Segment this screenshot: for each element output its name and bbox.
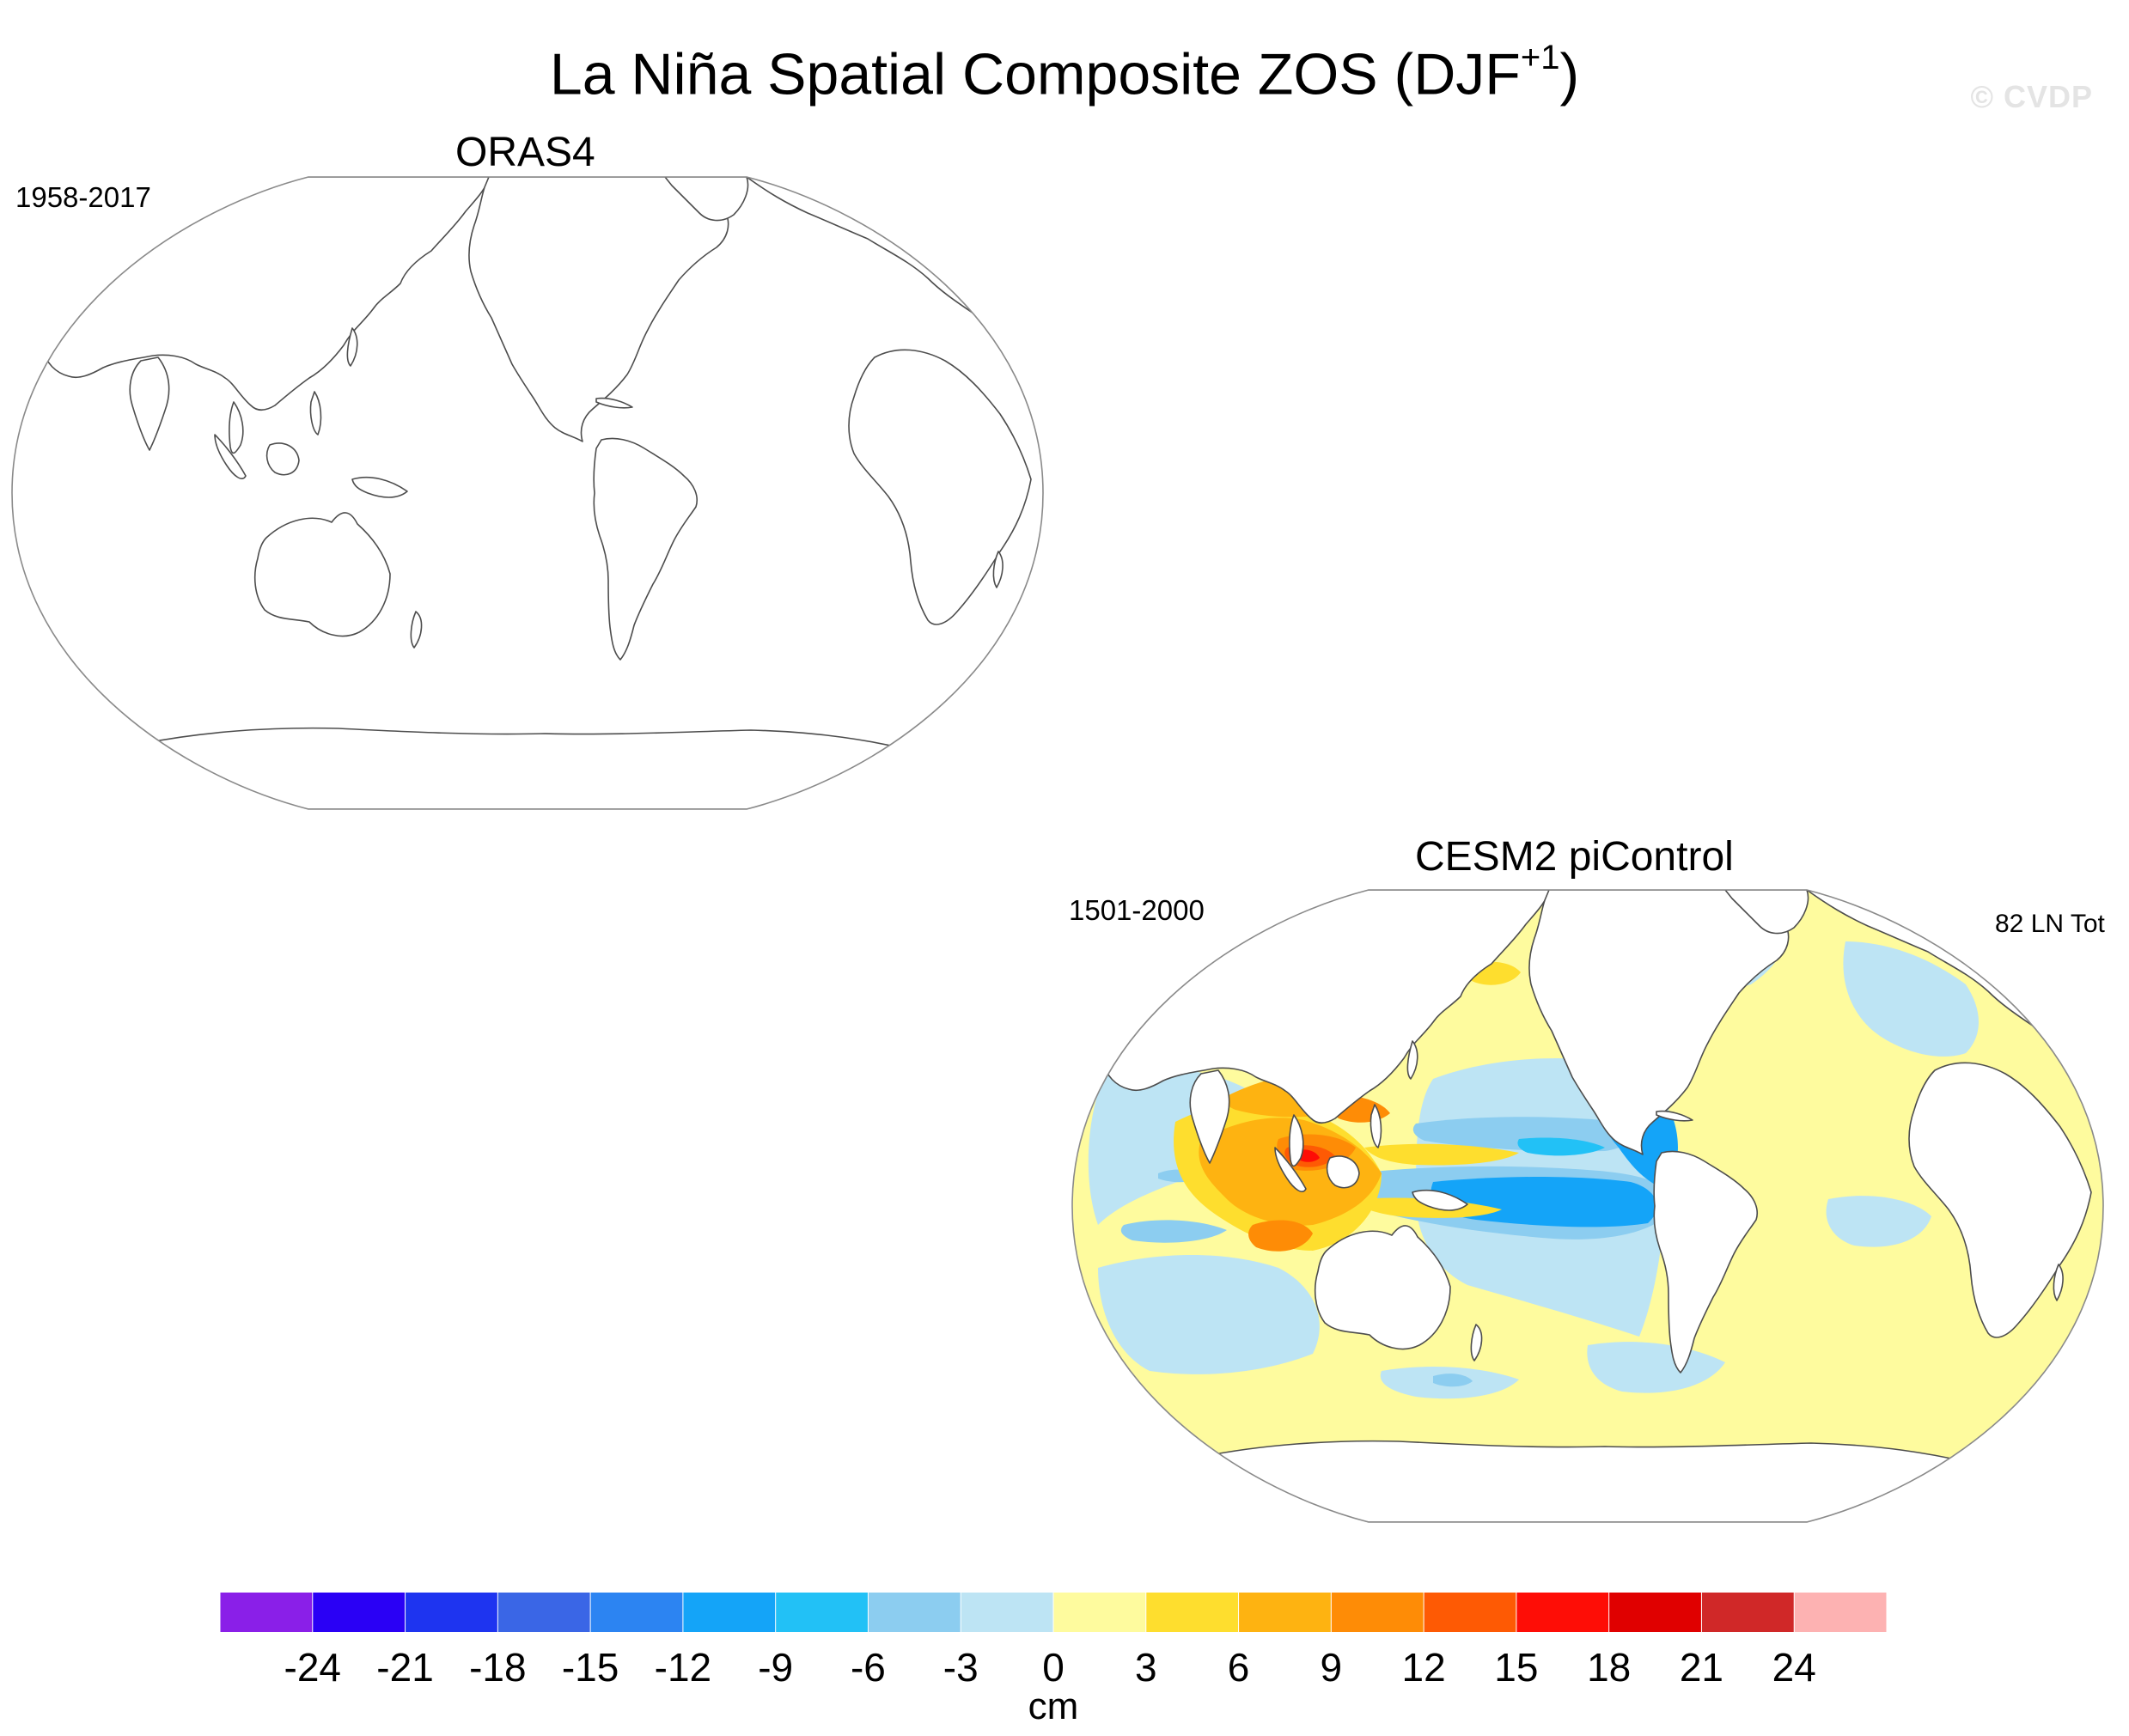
colorbar-swatch-16 xyxy=(1608,1593,1702,1632)
anomaly-region-19 xyxy=(1433,1374,1473,1387)
panel-2-event-count: 82 LN Tot xyxy=(1995,910,2105,938)
anomaly-region-13 xyxy=(1431,1177,1657,1227)
land-newguinea xyxy=(351,476,408,498)
land-madagascar xyxy=(992,551,1003,588)
colorbar-tick-label: -15 xyxy=(561,1645,619,1690)
panel-2-title: CESM2 piControl xyxy=(1415,834,1734,880)
colorbar-tick-label: 6 xyxy=(1227,1645,1250,1690)
land-japan xyxy=(1406,1040,1418,1080)
anomaly-region-3 xyxy=(1843,941,1979,1057)
colorbar-swatch-3 xyxy=(405,1593,498,1632)
map-panel-oras4 xyxy=(11,176,1044,810)
colorbar-swatch-1 xyxy=(220,1593,314,1632)
land-borneo xyxy=(265,442,300,476)
land-namerica xyxy=(1528,890,1790,1155)
land-asia xyxy=(42,177,490,411)
colorbar-swatch-2 xyxy=(312,1593,406,1632)
land-sea_penin xyxy=(229,401,244,454)
figure-title: La Niña Spatial Composite ZOS (DJF+1) xyxy=(0,24,2129,113)
land-india xyxy=(1189,1069,1230,1164)
figure-title-superscript: +1 xyxy=(1520,39,1560,76)
anomaly-region-15 xyxy=(1517,1137,1605,1156)
colorbar-tick-label: 18 xyxy=(1587,1645,1632,1690)
land-africa xyxy=(848,349,1032,625)
land-africa xyxy=(1908,1062,2092,1338)
colorbar-swatch-5 xyxy=(590,1593,684,1632)
colorbar-tick-label: -6 xyxy=(850,1645,886,1690)
land-sumatra xyxy=(1274,1147,1307,1192)
colorbar-tick-label: -18 xyxy=(469,1645,527,1690)
colorbar-swatch-15 xyxy=(1516,1593,1610,1632)
land-greenland xyxy=(664,177,749,222)
land-namerica xyxy=(468,177,729,442)
colorbar-tick-label: 15 xyxy=(1494,1645,1539,1690)
colorbar-swatch-8 xyxy=(868,1593,961,1632)
colorbar-tick-label: 9 xyxy=(1320,1645,1343,1690)
colorbar-tick-label: -9 xyxy=(758,1645,794,1690)
map-panel-cesm2-picontrol xyxy=(1071,889,2104,1523)
map-outline xyxy=(1071,889,2104,1523)
land-japan xyxy=(346,327,358,367)
anomaly-region-16 xyxy=(1587,1342,1725,1393)
land-antarctica xyxy=(140,727,915,809)
colorbar-swatch-17 xyxy=(1701,1593,1795,1632)
land-newzealand xyxy=(410,611,423,649)
panel-1-title: ORAS4 xyxy=(455,130,595,175)
land-philippines xyxy=(1370,1104,1382,1148)
colorbar-tick-label: -12 xyxy=(654,1645,712,1690)
land-newzealand xyxy=(1470,1324,1483,1361)
land-india xyxy=(129,356,170,451)
colorbar-swatch-11 xyxy=(1145,1593,1240,1632)
colorbar-units: cm xyxy=(1028,1685,1079,1727)
colorbar-swatch-9 xyxy=(961,1593,1054,1632)
anomaly-region-7 xyxy=(1098,1255,1320,1374)
anomaly-region-8 xyxy=(1120,1220,1227,1243)
land-samerica xyxy=(593,437,698,661)
colorbar-swatch-6 xyxy=(682,1593,777,1632)
watermark: © CVDP xyxy=(1970,79,2093,114)
map-outline xyxy=(11,176,1044,810)
land-sumatra xyxy=(214,434,247,479)
anomaly-region-17 xyxy=(1826,1196,1931,1247)
land-antarctica xyxy=(1200,1440,1975,1522)
land-samerica xyxy=(1653,1150,1758,1374)
land-cuba xyxy=(595,397,633,409)
land-greenland xyxy=(1724,890,1809,935)
land-sea_penin xyxy=(1289,1114,1304,1167)
colorbar-swatch-18 xyxy=(1794,1593,1888,1632)
land-borneo xyxy=(1326,1155,1360,1189)
figure-title-text: La Niña Spatial Composite ZOS (DJF xyxy=(549,41,1521,107)
land-philippines xyxy=(309,391,322,436)
figure-title-close: ) xyxy=(1559,41,1580,107)
land-australia xyxy=(1314,1225,1451,1350)
colorbar-tick-label: -21 xyxy=(376,1645,434,1690)
colorbar-tick-label: -3 xyxy=(942,1645,979,1690)
land-madagascar xyxy=(2053,1264,2064,1301)
anomaly-region-26 xyxy=(1248,1220,1313,1252)
colorbar-tick-label: 0 xyxy=(1042,1645,1064,1690)
colorbar-tick-label: 3 xyxy=(1134,1645,1157,1690)
panel-2-period: 1501-2000 xyxy=(1069,894,1205,926)
land-newguinea xyxy=(1412,1189,1468,1211)
colorbar-tick-label: 21 xyxy=(1679,1645,1724,1690)
colorbar-tick-label: -24 xyxy=(284,1645,341,1690)
colorbar-swatch-7 xyxy=(775,1593,869,1632)
colorbar-swatch-4 xyxy=(497,1593,591,1632)
land-cuba xyxy=(1656,1110,1693,1122)
colorbar-tick-label: 24 xyxy=(1772,1645,1816,1690)
colorbar-swatch-14 xyxy=(1424,1593,1517,1632)
colorbar-swatch-12 xyxy=(1238,1593,1332,1632)
colorbar-swatch-10 xyxy=(1053,1593,1147,1632)
land-australia xyxy=(253,512,391,637)
anomaly-region-21 xyxy=(1364,1143,1519,1166)
panel-1-period: 1958-2017 xyxy=(15,181,151,213)
colorbar-tick-label: 12 xyxy=(1401,1645,1446,1690)
colorbar-swatch-13 xyxy=(1331,1593,1424,1632)
